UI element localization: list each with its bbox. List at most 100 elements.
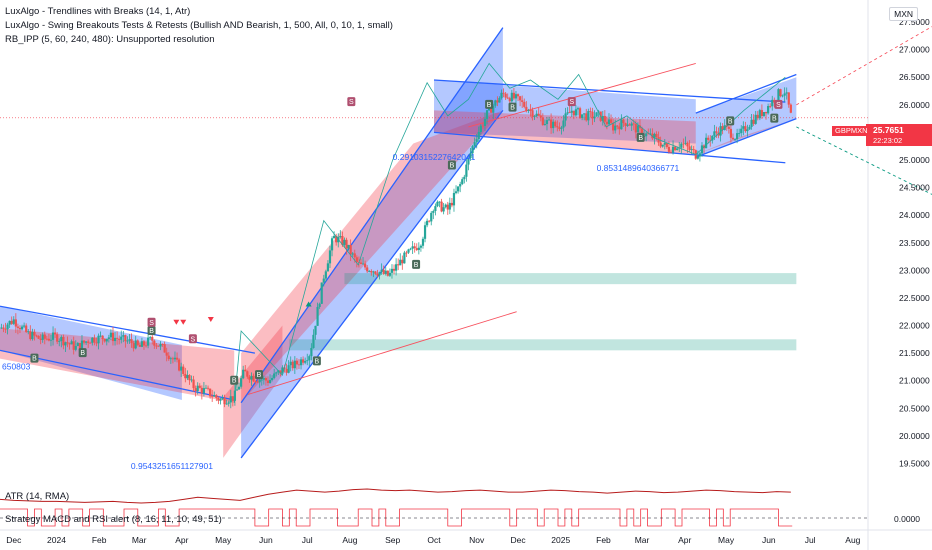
candle-body [519,96,522,101]
candle-body [136,340,139,345]
candle-body [258,379,261,383]
candle-body [91,337,94,343]
bearish-arrow [207,317,214,322]
candle-body [516,94,520,97]
candle-body [742,126,745,129]
x-tick-label: May [718,535,735,545]
candle-body [105,338,108,342]
signal-badge-label: B [257,372,262,379]
candle-body [49,339,53,341]
candle-body [492,105,495,113]
x-tick-label: Feb [596,535,611,545]
candle-body [638,125,642,129]
candle-body [361,263,365,265]
candle-body [395,264,398,271]
candle-body [111,332,115,342]
candle-body [215,395,218,398]
candle-body [461,179,464,185]
candle-body [275,372,278,374]
candle-body [502,92,505,94]
candle-body [777,89,780,101]
channel-line-1a [0,305,256,354]
candle-body [581,114,584,118]
candle-body [547,119,551,121]
candle-body [740,128,743,133]
candle-body [628,124,631,126]
x-tick-label: Apr [175,535,188,545]
candle-body [291,361,294,369]
channel-fill-2b [241,110,503,403]
candle-body [560,127,563,129]
candle-body [54,332,57,335]
channel-line-4a [695,118,797,158]
strategy-label[interactable]: Strategy MACD and RSI alert (8, 16, 11, … [5,514,222,525]
candle-body [686,142,689,147]
candle-body [510,92,513,102]
candle-body [667,146,671,152]
x-tick-label: Nov [469,535,485,545]
candle-body [273,373,276,378]
x-tick-label: Aug [845,535,860,545]
candle-body [630,123,633,126]
candle-body [289,361,292,366]
candle-body [190,379,193,381]
candle-body [364,263,367,268]
signal-badge-label: B [450,163,455,170]
candle-body [444,204,447,208]
candle-body [386,270,389,276]
candle-body [64,342,67,346]
candle-body [266,380,270,383]
candle-body [6,324,9,330]
candle-body [537,113,540,116]
candle-body [182,366,185,374]
legend-swing-breakouts[interactable]: LuxAlgo - Swing Breakouts Tests & Retest… [5,20,393,31]
signal-badge [255,370,264,380]
candle-body [494,100,497,106]
candle-body [366,267,369,272]
candle-body [16,326,20,328]
candle-body [20,326,24,330]
candle-body [736,133,739,140]
candle-body [771,99,774,107]
legend-trendlines[interactable]: LuxAlgo - Trendlines with Breaks (14, 1,… [5,6,191,17]
x-tick-label: 2024 [47,535,66,545]
candle-body [426,220,429,226]
candle-body [514,94,518,99]
channel-line-2b [240,27,504,404]
candle-body [229,396,232,403]
ratio-label-c: 0.9543251651127901 [131,461,213,471]
candle-body [56,334,59,342]
candle-body [330,238,334,251]
candle-body [669,151,673,153]
candle-body [281,367,284,374]
candle-body [738,132,741,134]
last-price-tag: GBPMXN 25.7651 22:23:02 [832,124,932,146]
candle-body [328,250,332,264]
candle-body [184,373,187,379]
channel-line-4b [695,73,797,114]
candle-body [601,115,604,121]
candle-body [692,149,695,151]
candle-body [0,327,3,329]
candle-body [124,335,127,342]
candle-body [268,379,272,383]
candle-body [705,137,708,149]
candle-body [95,342,98,344]
signal-badge [188,334,197,344]
atr-label[interactable]: ATR (14, RMA) [5,491,70,502]
candle-body [409,248,412,250]
candle-body [8,320,11,325]
candle-body [43,334,46,339]
candle-body [169,358,172,360]
signal-badge-label: S [776,102,781,109]
candle-body [587,111,590,121]
candle-body [167,355,170,360]
currency-label[interactable]: MXN [889,7,918,21]
channel-fill-3 [434,80,696,144]
signal-badge-label: B [80,350,85,357]
candle-body [277,370,280,373]
candle-body [527,110,530,111]
legend-rb-ipp[interactable]: RB_IPP (5, 60, 240, 480): Unsupported re… [5,34,215,45]
candle-body [68,343,71,345]
